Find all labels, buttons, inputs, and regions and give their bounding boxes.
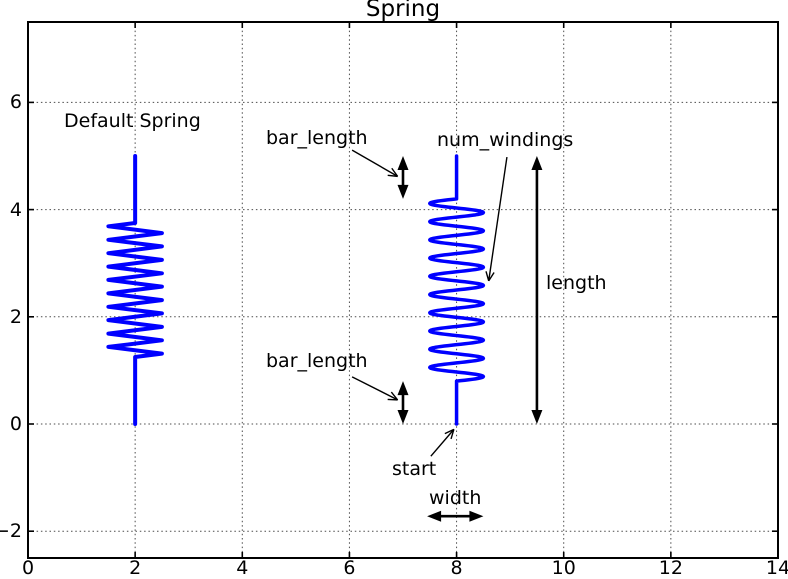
num-windings-annotation: num_windings — [437, 129, 573, 151]
pointer-arrow-bar-length-top-pointer — [352, 150, 398, 176]
double-arrow-width-extent — [427, 511, 483, 522]
double-arrow-bar-length-top-extent — [398, 156, 409, 199]
bar-length-top-annotation: bar_length — [266, 127, 368, 149]
y-tick-label-0: 0 — [0, 413, 22, 435]
pointer-arrow-bar-length-bottom-pointer — [352, 377, 398, 400]
bar-length-bottom-annotation: bar_length — [266, 350, 368, 372]
y-tick-label-6: 6 — [0, 91, 22, 113]
pointer-arrow-start-pointer — [431, 429, 454, 456]
x-tick-label-0: 0 — [8, 557, 48, 579]
start-annotation: start — [392, 458, 436, 480]
length-annotation: length — [546, 272, 607, 294]
y-tick-label-−2: −2 — [0, 520, 22, 542]
x-tick-label-10: 10 — [544, 557, 584, 579]
x-tick-label-14: 14 — [758, 557, 788, 579]
x-tick-label-4: 4 — [222, 557, 262, 579]
spring-default — [108, 156, 161, 424]
x-tick-label-8: 8 — [437, 557, 477, 579]
double-arrow-bar-length-bottom-extent — [398, 381, 409, 424]
chart-title: Spring — [28, 0, 778, 22]
x-tick-label-12: 12 — [651, 557, 691, 579]
y-tick-label-4: 4 — [0, 199, 22, 221]
double-arrow-length-extent — [531, 156, 542, 424]
default-spring-annotation: Default Spring — [64, 110, 201, 132]
x-tick-label-6: 6 — [329, 557, 369, 579]
x-tick-label-2: 2 — [115, 557, 155, 579]
pointer-arrow-num-windings-pointer — [486, 157, 507, 281]
spring-annotated — [430, 156, 484, 424]
width-annotation: width — [429, 487, 481, 509]
y-tick-label-2: 2 — [0, 306, 22, 328]
